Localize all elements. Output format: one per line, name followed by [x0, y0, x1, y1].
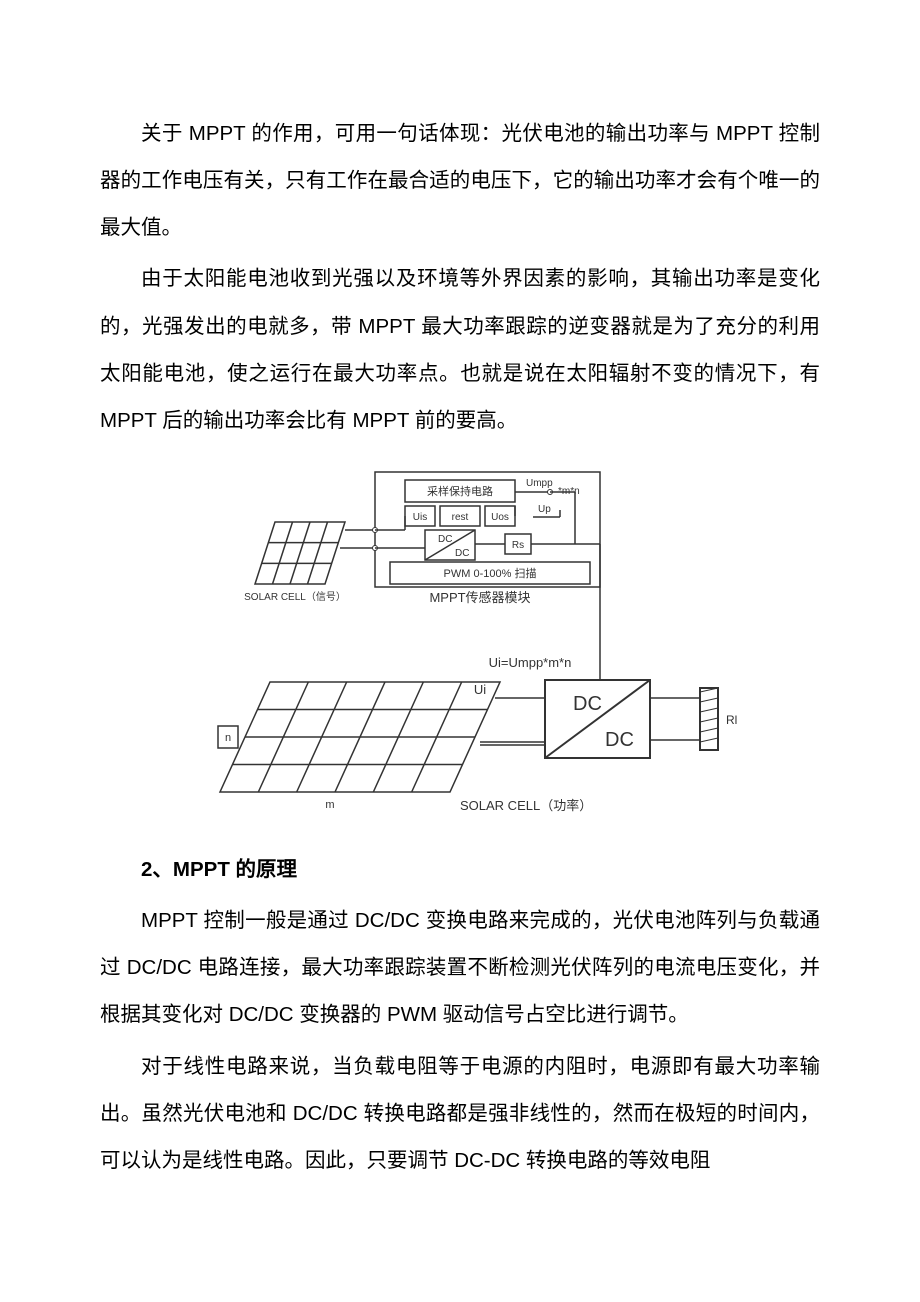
svg-text:采样保持电路: 采样保持电路: [427, 484, 493, 498]
svg-text:Rs: Rs: [512, 540, 524, 551]
svg-text:Uos: Uos: [491, 512, 509, 523]
section-heading-2: 2、MPPT 的原理: [100, 846, 820, 893]
paragraph-3: MPPT 控制一般是通过 DC/DC 变换电路来完成的，光伏电池阵列与负载通过 …: [100, 897, 820, 1038]
mppt-diagram: 采样保持电路UisrestUosDCDCRsPWM 0-100% 扫描MPPT传…: [100, 462, 820, 822]
svg-text:DC: DC: [573, 693, 602, 715]
svg-text:DC: DC: [605, 729, 634, 751]
paragraph-1: 关于 MPPT 的作用，可用一句话体现：光伏电池的输出功率与 MPPT 控制器的…: [100, 110, 820, 251]
svg-text:Umpp: Umpp: [526, 478, 553, 489]
svg-text:DC: DC: [438, 534, 452, 545]
svg-text:SOLAR CELL（信号）: SOLAR CELL（信号）: [244, 591, 346, 603]
svg-text:PWM 0-100% 扫描: PWM 0-100% 扫描: [444, 566, 537, 580]
svg-text:Uis: Uis: [413, 512, 427, 523]
svg-text:n: n: [225, 732, 231, 744]
document-page: 关于 MPPT 的作用，可用一句话体现：光伏电池的输出功率与 MPPT 控制器的…: [0, 0, 920, 1248]
svg-text:SOLAR CELL（功率）: SOLAR CELL（功率）: [460, 798, 592, 813]
svg-text:Up: Up: [538, 504, 551, 515]
svg-text:Ui=Umpp*m*n: Ui=Umpp*m*n: [489, 655, 572, 670]
svg-text:Rl: Rl: [726, 713, 737, 727]
svg-text:Ui: Ui: [474, 682, 486, 697]
svg-text:DC: DC: [455, 548, 469, 559]
svg-text:m: m: [325, 799, 334, 811]
svg-text:rest: rest: [452, 512, 469, 523]
svg-text:MPPT传感器模块: MPPT传感器模块: [429, 590, 530, 605]
paragraph-4: 对于线性电路来说，当负载电阻等于电源的内阻时，电源即有最大功率输出。虽然光伏电池…: [100, 1043, 820, 1184]
paragraph-2: 由于太阳能电池收到光强以及环境等外界因素的影响，其输出功率是变化的，光强发出的电…: [100, 255, 820, 444]
